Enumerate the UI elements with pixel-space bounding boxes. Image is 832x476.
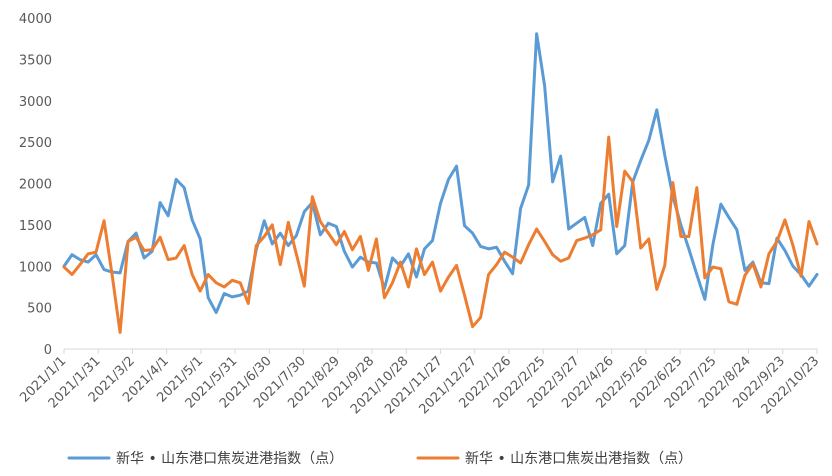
series-line-1	[62, 32, 819, 315]
y-tick-label: 2000	[19, 178, 52, 193]
y-tick-label: 500	[27, 302, 52, 317]
series-line-2	[62, 135, 819, 334]
legend-label-2: 新华 • 山东港口焦炭出港指数（点）	[465, 451, 692, 467]
y-tick-label: 2500	[19, 136, 52, 151]
x-axis: 2021/1/12021/1/312021/3/22021/4/12021/5/…	[17, 348, 822, 417]
series-layer	[62, 32, 819, 334]
y-tick-label: 0	[44, 343, 52, 358]
y-tick-label: 3000	[19, 95, 52, 110]
y-tick-label: 3500	[19, 53, 52, 68]
legend-label-1: 新华 • 山东港口焦炭进港指数（点）	[116, 451, 343, 467]
y-tick-label: 1500	[19, 219, 52, 234]
y-tick-label: 4000	[19, 12, 52, 27]
y-axis: 0 500 1000 1500 2000 2500 3000 3500 4000	[19, 12, 52, 358]
legend: 新华 • 山东港口焦炭进港指数（点） 新华 • 山东港口焦炭出港指数（点）	[67, 451, 692, 467]
y-tick-label: 1000	[19, 260, 52, 275]
